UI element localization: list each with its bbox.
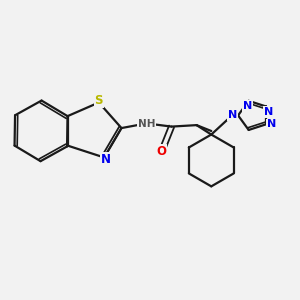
Text: N: N xyxy=(100,153,111,166)
Text: S: S xyxy=(94,94,103,107)
Text: NH: NH xyxy=(138,118,155,129)
Text: O: O xyxy=(156,145,166,158)
Text: N: N xyxy=(228,110,237,120)
Text: N: N xyxy=(243,101,252,111)
Text: N: N xyxy=(264,107,273,117)
Text: N: N xyxy=(267,119,276,129)
